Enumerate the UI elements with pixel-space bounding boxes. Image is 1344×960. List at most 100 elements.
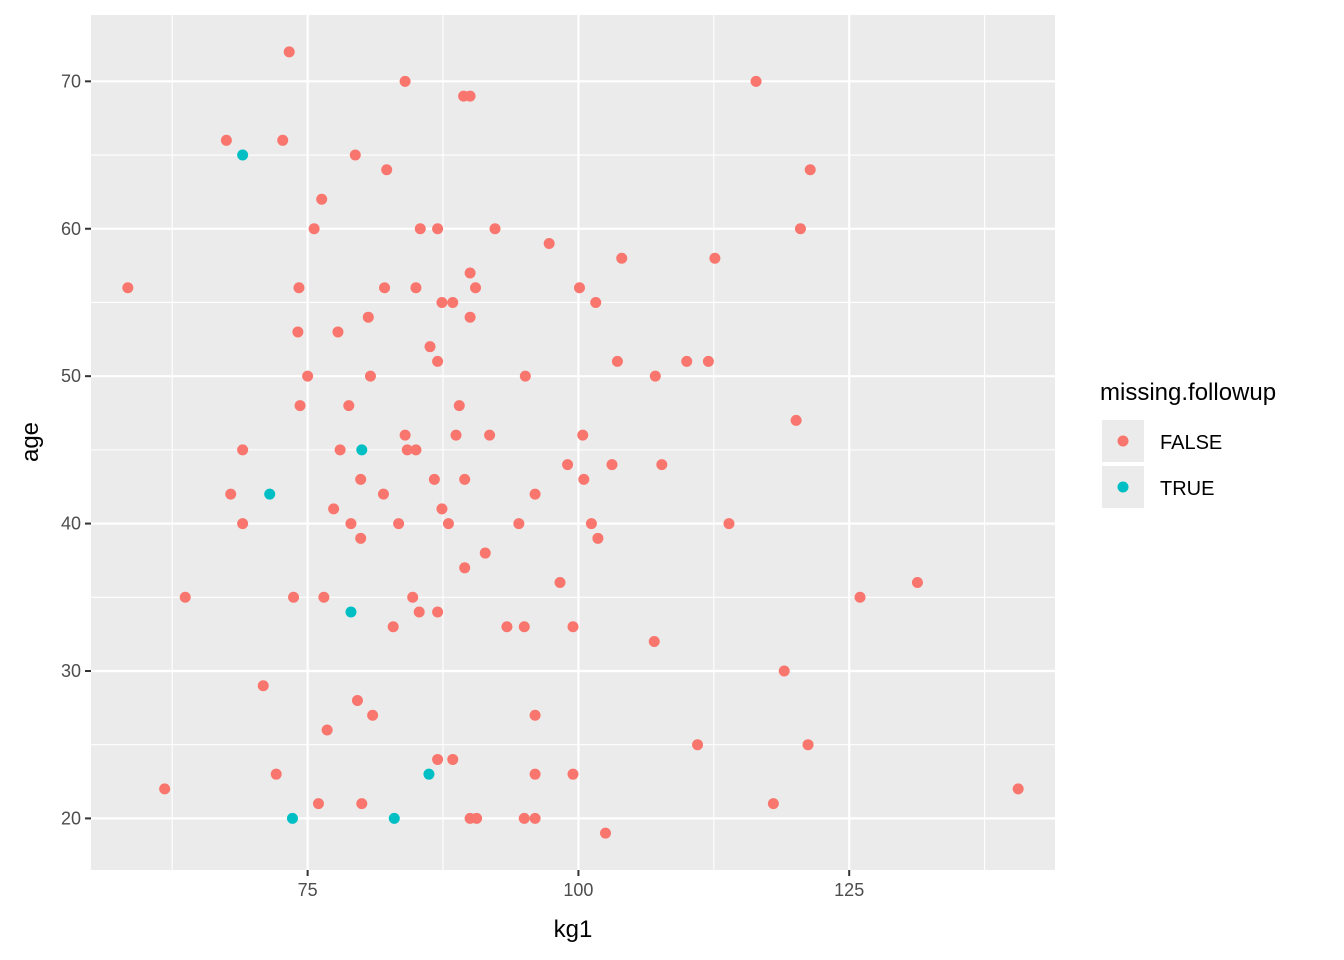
point-true	[356, 444, 368, 456]
point-true	[388, 812, 400, 824]
y-tick-label: 50	[61, 366, 81, 386]
point-false	[292, 326, 304, 338]
y-tick-label: 70	[61, 71, 81, 91]
point-false	[606, 459, 618, 471]
point-false	[723, 518, 735, 530]
y-tick-label: 30	[61, 661, 81, 681]
point-true	[286, 812, 298, 824]
point-false	[459, 562, 471, 574]
point-false	[567, 768, 579, 780]
point-false	[778, 665, 790, 677]
point-false	[802, 739, 814, 751]
x-tick-label: 100	[563, 880, 593, 900]
point-false	[407, 591, 419, 603]
point-false	[237, 444, 249, 456]
point-false	[316, 193, 328, 205]
point-false	[377, 488, 389, 500]
point-false	[283, 46, 295, 58]
point-false	[599, 827, 611, 839]
legend-key-true	[1117, 481, 1129, 493]
point-false	[381, 164, 393, 176]
point-false	[355, 473, 367, 485]
point-false	[578, 473, 590, 485]
point-false	[464, 267, 476, 279]
point-false	[471, 812, 483, 824]
point-false	[393, 518, 405, 530]
point-false	[399, 429, 411, 441]
point-false	[518, 812, 530, 824]
point-false	[501, 621, 513, 633]
point-false	[308, 223, 320, 235]
point-false	[436, 296, 448, 308]
point-false	[692, 739, 704, 751]
y-tick-label: 40	[61, 514, 81, 534]
point-false	[592, 532, 604, 544]
point-false	[321, 724, 333, 736]
point-false	[529, 709, 541, 721]
point-false	[464, 311, 476, 323]
x-axis-title: kg1	[554, 916, 593, 943]
point-false	[709, 252, 721, 264]
point-false	[681, 355, 693, 367]
point-true	[423, 768, 435, 780]
point-false	[334, 444, 346, 456]
point-false	[293, 282, 305, 294]
point-false	[767, 798, 779, 810]
y-axis-ticks: 20 30 40 50 60 70	[61, 71, 91, 828]
point-false	[332, 326, 344, 338]
point-false	[648, 636, 660, 648]
point-true	[345, 606, 357, 618]
point-false	[616, 252, 628, 264]
point-false	[356, 798, 368, 810]
point-false	[401, 444, 413, 456]
point-false	[122, 282, 134, 294]
point-false	[428, 473, 440, 485]
point-false	[447, 296, 459, 308]
point-false	[573, 282, 585, 294]
point-false	[577, 429, 589, 441]
y-tick-label: 60	[61, 219, 81, 239]
point-false	[543, 237, 555, 249]
point-false	[567, 621, 579, 633]
point-false	[432, 223, 444, 235]
point-false	[288, 591, 300, 603]
point-false	[484, 429, 496, 441]
point-false	[159, 783, 171, 795]
point-false	[432, 355, 444, 367]
point-false	[489, 223, 501, 235]
point-false	[270, 768, 282, 780]
point-false	[518, 621, 530, 633]
point-false	[554, 577, 566, 589]
point-false	[590, 296, 602, 308]
point-false	[432, 606, 444, 618]
grid-major	[91, 15, 1055, 870]
point-false	[750, 75, 762, 87]
point-false	[413, 606, 425, 618]
x-tick-label: 75	[298, 880, 318, 900]
point-false	[220, 134, 232, 146]
point-false	[410, 282, 422, 294]
point-false	[529, 812, 541, 824]
point-false	[611, 355, 623, 367]
point-false	[529, 768, 541, 780]
point-false	[277, 134, 289, 146]
x-axis-ticks: 75 100 125	[298, 870, 864, 900]
point-false	[343, 400, 355, 412]
point-false	[453, 400, 465, 412]
point-false	[367, 709, 379, 721]
point-false	[459, 473, 471, 485]
legend-key-false	[1117, 435, 1129, 447]
point-false	[585, 518, 597, 530]
point-false	[294, 400, 306, 412]
legend: missing.followup FALSE TRUE	[1100, 379, 1276, 508]
point-false	[302, 370, 314, 382]
point-false	[649, 370, 661, 382]
legend-label: TRUE	[1160, 478, 1214, 500]
legend-label: FALSE	[1160, 432, 1222, 454]
point-false	[410, 444, 422, 456]
x-tick-label: 125	[834, 880, 864, 900]
point-true	[264, 488, 276, 500]
point-false	[328, 503, 340, 515]
point-true	[237, 149, 249, 161]
point-false	[702, 355, 714, 367]
